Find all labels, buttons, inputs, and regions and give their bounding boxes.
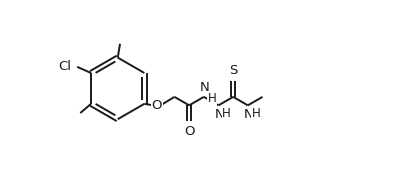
Text: N: N: [215, 108, 224, 121]
Text: H: H: [208, 92, 217, 105]
Text: Cl: Cl: [58, 60, 71, 73]
Text: O: O: [184, 125, 194, 138]
Text: O: O: [152, 99, 162, 112]
Text: H: H: [222, 106, 231, 120]
Text: N: N: [200, 81, 209, 94]
Text: N: N: [244, 108, 254, 121]
Text: S: S: [229, 64, 237, 77]
Text: H: H: [252, 106, 260, 120]
